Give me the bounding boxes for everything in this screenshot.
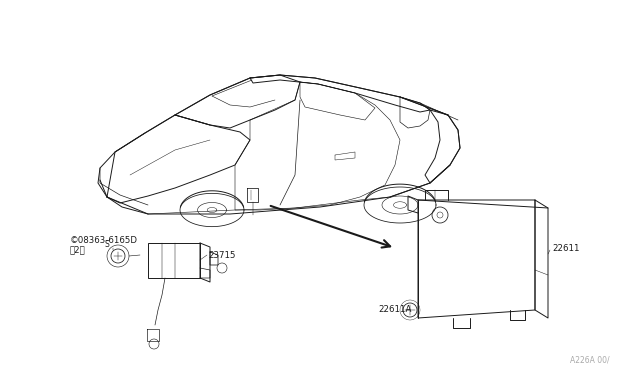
Text: 23715: 23715: [208, 250, 236, 260]
Text: （2）: （2）: [70, 245, 86, 254]
Text: ©08363-6165D: ©08363-6165D: [70, 236, 138, 245]
Text: S: S: [104, 240, 109, 248]
Text: 22611A: 22611A: [378, 305, 412, 314]
Text: A226A 00/: A226A 00/: [570, 356, 610, 365]
Text: 22611: 22611: [552, 244, 579, 253]
